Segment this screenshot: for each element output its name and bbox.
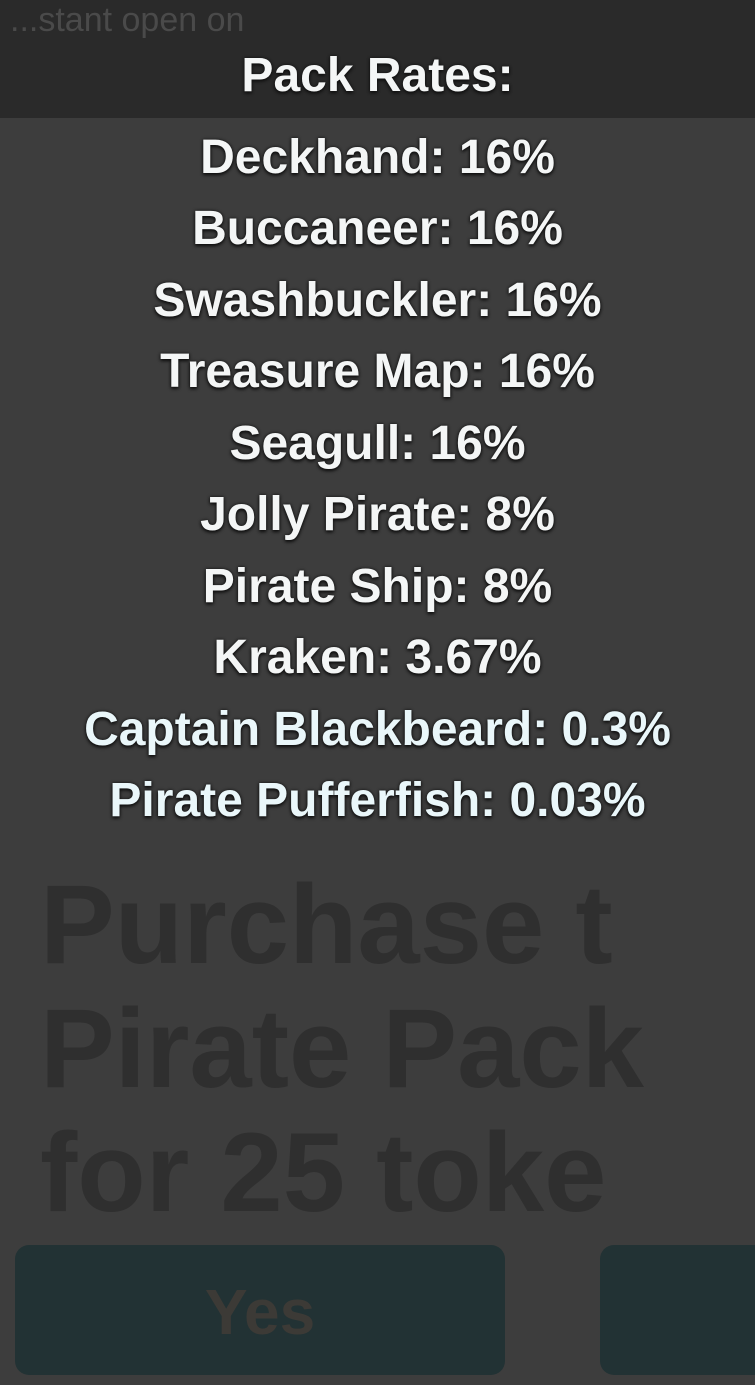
rate-item: Buccaneer: 16% [192, 202, 563, 255]
rate-item: Swashbuckler: 16% [153, 273, 602, 327]
yes-button-label: Yes [204, 1275, 316, 1348]
background-top-text: ...stant open on [10, 1, 245, 39]
rate-item: Captain Blackbeard: 0.3% [84, 702, 671, 756]
top-band: ...stant open on Pack Rates: [0, 0, 755, 118]
dialog-title-line: for 25 toke [40, 1109, 607, 1235]
dialog-title-line: Pirate Pack [40, 985, 644, 1111]
rate-item: Seagull: 16% [229, 416, 526, 470]
rate-item: Treasure Map: 16% [160, 345, 595, 398]
dialog-title-line: Purchase t [40, 861, 613, 987]
rate-item: Jolly Pirate: 8% [200, 488, 555, 541]
rate-item: Pirate Ship: 8% [202, 559, 553, 613]
rate-item: Deckhand: 16% [200, 130, 555, 184]
yes-button[interactable]: Yes [15, 1244, 505, 1375]
rate-item: Pirate Pufferfish: 0.03% [109, 774, 646, 827]
pack-rates-heading: Pack Rates: [241, 49, 514, 102]
rate-item: Kraken: 3.67% [213, 631, 542, 684]
no-button[interactable] [600, 1244, 755, 1375]
dialog-title: Purchase t Pirate Pack for 25 toke [0, 853, 755, 1245]
dialog-buttons: Yes [0, 1244, 755, 1385]
pack-rates-tooltip: Deckhand: 16% Buccaneer: 16% Swashbuckle… [0, 118, 755, 853]
